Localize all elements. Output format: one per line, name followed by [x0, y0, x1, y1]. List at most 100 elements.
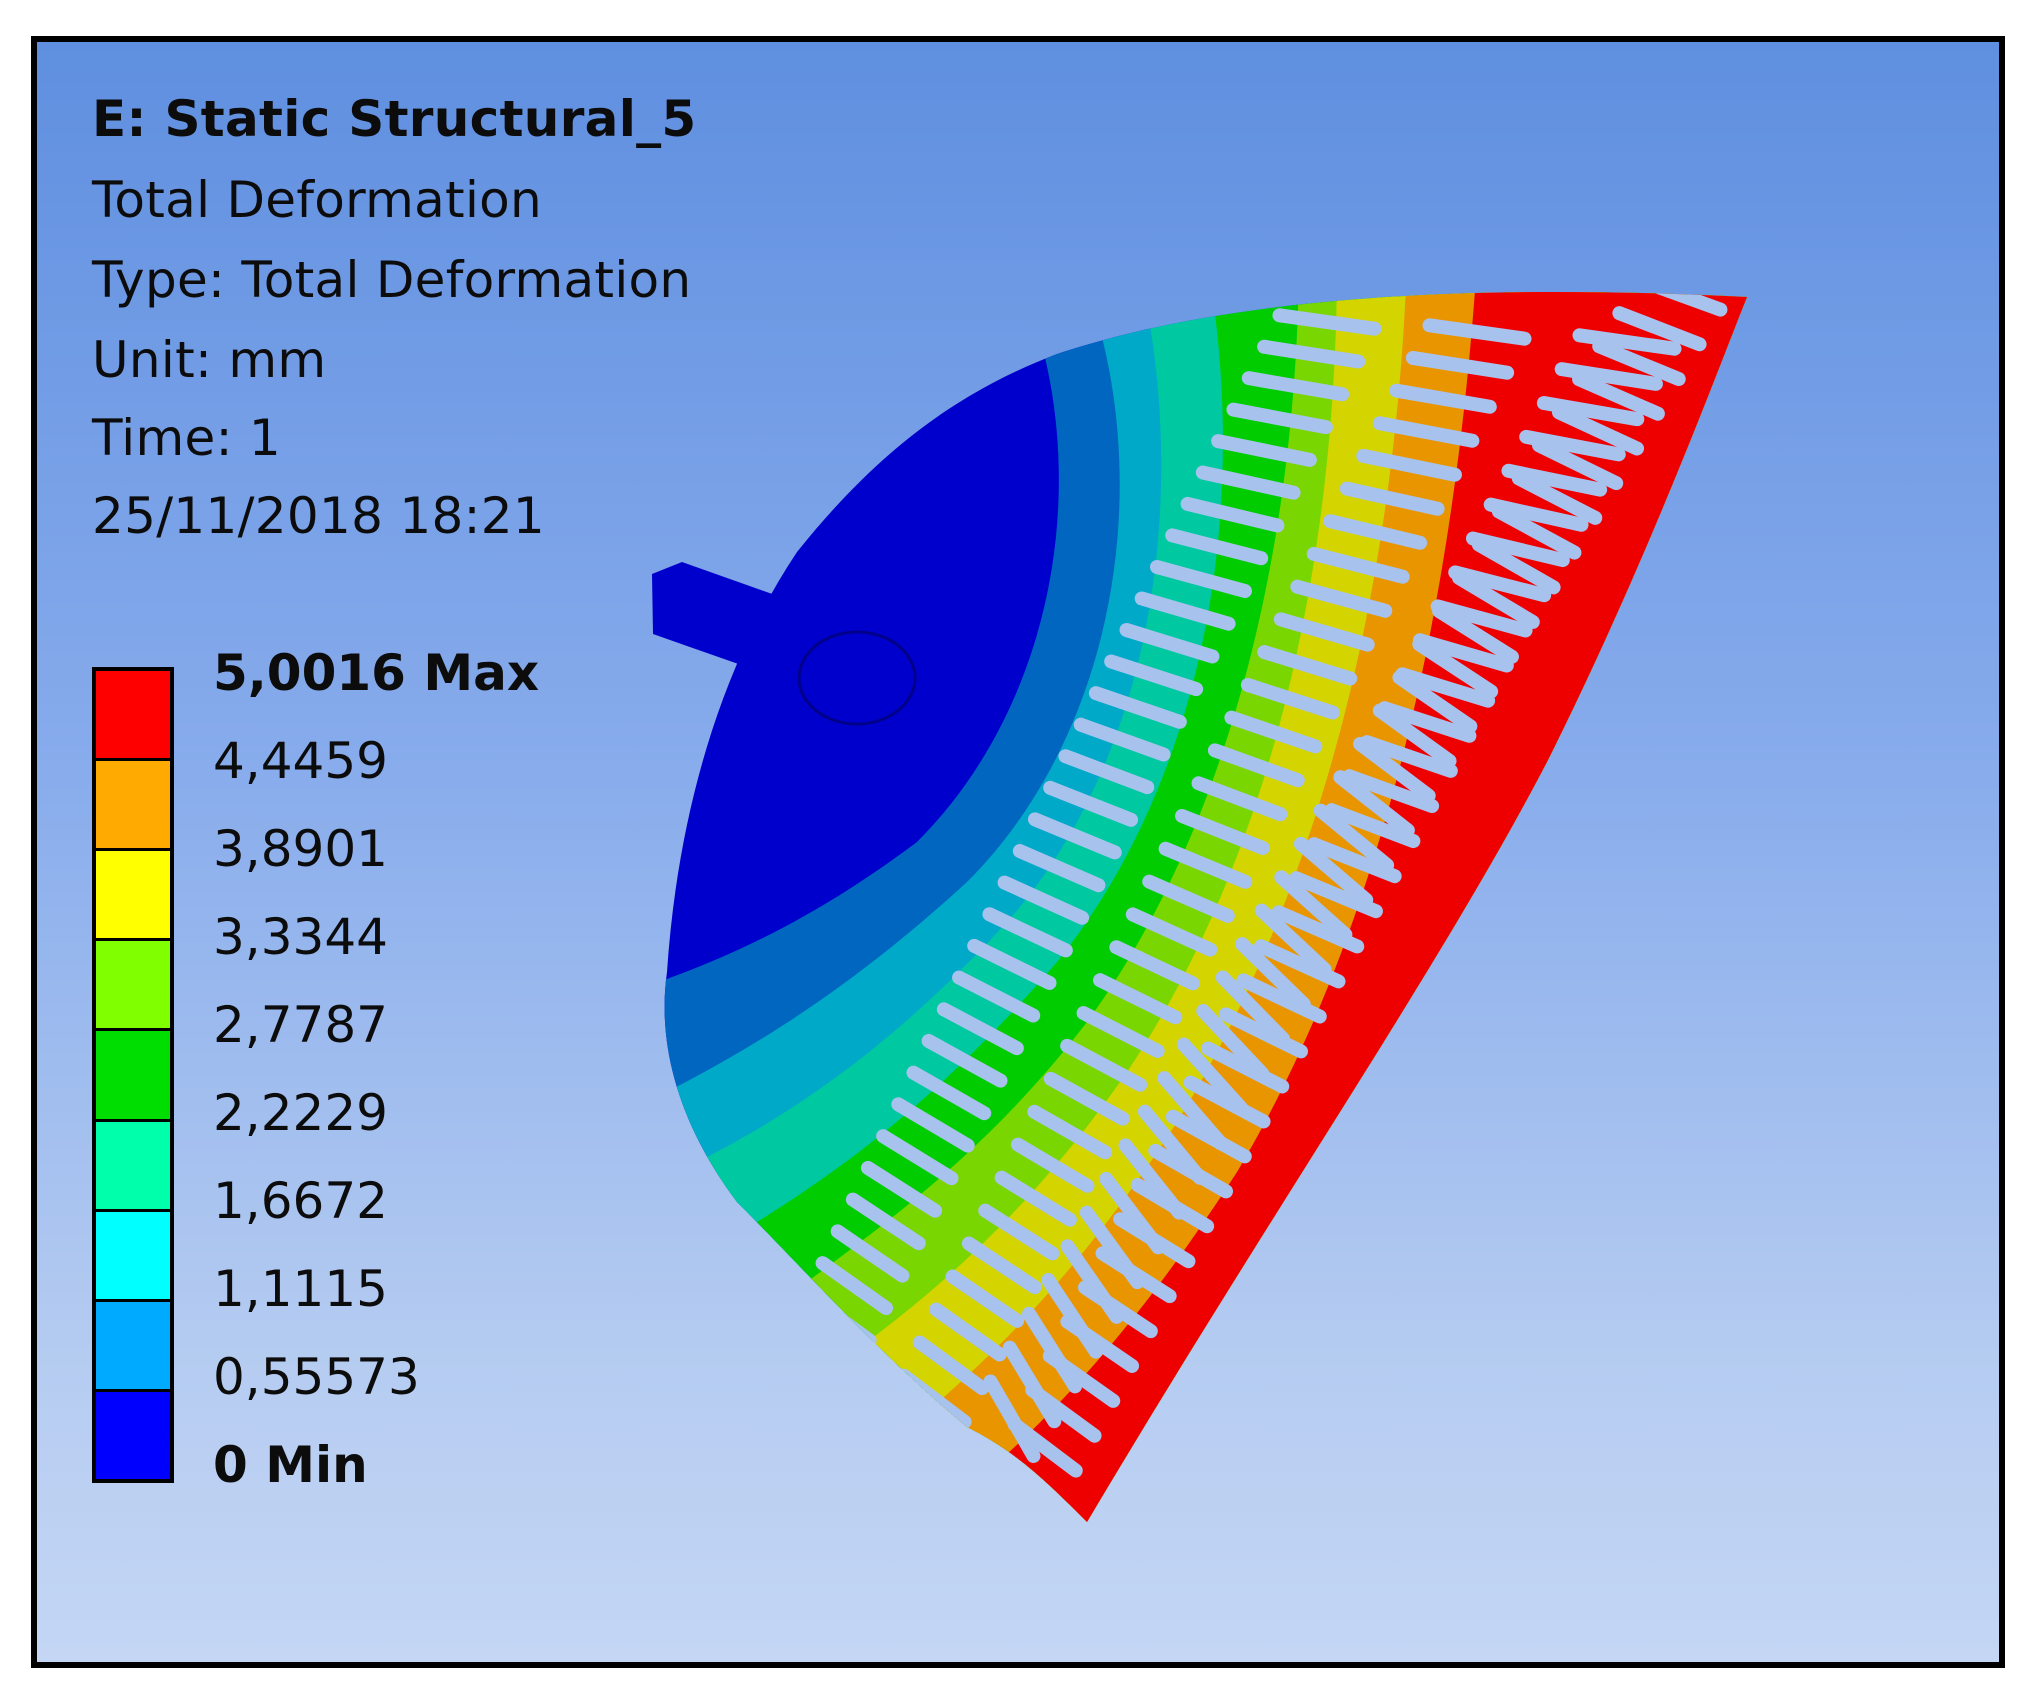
legend-label: 4,4459 — [213, 732, 388, 790]
fan-slot — [1353, 736, 1436, 803]
graphics-viewport[interactable]: E: Static Structural_5 Total Deformation… — [31, 36, 2005, 1668]
fan-slot — [1257, 339, 1366, 369]
fan-slot — [1632, 291, 1728, 317]
fan-slot — [1235, 937, 1311, 1012]
fan-slot — [1465, 531, 1570, 568]
fan-slot — [876, 1129, 959, 1186]
fan-slot — [912, 1335, 990, 1396]
fan-slot — [1226, 402, 1333, 435]
legend-label: 0,55573 — [213, 1348, 420, 1406]
fan-slot — [1195, 465, 1301, 500]
fan-slot — [1012, 844, 1106, 893]
result-type: Type: Total Deformation — [92, 251, 692, 309]
fan-slot — [1060, 1239, 1124, 1324]
fan-slot — [1240, 677, 1340, 720]
legend-swatch-2 — [96, 761, 170, 852]
fan-slot — [1511, 471, 1603, 525]
fan-slot — [1612, 306, 1707, 352]
fan-slot — [1356, 448, 1462, 482]
fan-slot — [880, 1401, 954, 1463]
fan-slots — [770, 291, 1728, 1513]
fan-slot — [1306, 837, 1402, 884]
legend-swatch-6 — [96, 1121, 170, 1212]
fan-slot — [1412, 633, 1514, 673]
fan-slot — [1079, 1205, 1145, 1290]
legend-swatch-4 — [96, 941, 170, 1032]
fan-slot — [891, 1097, 975, 1153]
legend-label: 1,1115 — [213, 1260, 388, 1318]
fan-slot — [1324, 803, 1421, 849]
fan-slot — [1293, 836, 1374, 907]
result-date: 25/11/2018 18:21 — [92, 487, 545, 545]
fan-slot — [1448, 565, 1552, 603]
legend-label: 2,7787 — [213, 996, 388, 1054]
fan-slot — [1592, 339, 1686, 387]
fan-slot — [1088, 686, 1187, 729]
fan-slot — [1531, 438, 1624, 491]
fan-slot — [1483, 497, 1589, 532]
fan-slot — [1109, 940, 1200, 991]
fan-slot — [1339, 481, 1445, 516]
fan-slot — [1207, 743, 1305, 788]
fan-slot — [1027, 812, 1122, 860]
fan-slot — [1073, 717, 1171, 762]
fan-slot — [921, 1033, 1008, 1088]
fan-slot — [815, 1256, 894, 1316]
deformed-fan-model[interactable] — [37, 42, 1999, 1662]
fan-slot — [1257, 645, 1358, 686]
legend-label: 3,8901 — [213, 820, 388, 878]
fan-slot — [1058, 749, 1155, 795]
fan-slot — [1290, 579, 1393, 618]
fan-slot — [1405, 350, 1515, 380]
fan-slot — [1134, 591, 1236, 631]
fan-slot — [1491, 504, 1582, 560]
fan-slot — [1176, 1037, 1249, 1116]
fan-slot — [1002, 1340, 1062, 1429]
fan-slot — [1572, 328, 1682, 356]
legend-label: 1,6672 — [213, 1172, 388, 1230]
fan-slot — [982, 907, 1073, 958]
fan-slot — [1271, 905, 1365, 954]
fan-slot — [961, 1236, 1042, 1295]
legend-max-label: 5,0016 Max — [213, 644, 540, 702]
legend-swatch-9 — [96, 1391, 170, 1479]
fan-slot — [1359, 735, 1458, 778]
fan-slot — [1224, 710, 1323, 754]
fan-slot — [1372, 416, 1480, 448]
fan-slot — [1274, 870, 1353, 942]
fan-slot — [1041, 1273, 1103, 1359]
hub-shaft — [652, 562, 917, 726]
fan-slot — [978, 1203, 1060, 1261]
fan-slot — [830, 1224, 910, 1283]
fan-slot — [1211, 434, 1317, 467]
fan-slot — [997, 875, 1090, 925]
fan-slot — [1215, 970, 1290, 1046]
result-time: Time: 1 — [92, 409, 282, 467]
legend-label: 3,3344 — [213, 908, 388, 966]
fan-slot — [1432, 604, 1519, 664]
fan-slot — [1060, 1038, 1148, 1092]
fan-slot — [1104, 654, 1204, 697]
fan-slot — [952, 970, 1041, 1023]
fan-slot — [936, 1002, 1024, 1056]
legend-swatch-8 — [96, 1301, 170, 1392]
legend-swatch-7 — [96, 1211, 170, 1302]
fan-slot — [994, 1170, 1077, 1227]
fan-slot — [1010, 1137, 1095, 1193]
fan-slot — [1389, 383, 1497, 414]
fan-slot — [906, 1065, 992, 1121]
fan-slot — [1254, 903, 1332, 977]
fan-slot — [1306, 546, 1410, 584]
fan-slot — [1372, 703, 1457, 768]
legend-label: 2,2229 — [213, 1084, 388, 1142]
fan-slot — [1342, 769, 1440, 814]
fan-slot — [860, 1160, 943, 1218]
fan-slot — [1157, 1071, 1228, 1151]
fan-slot — [1422, 318, 1532, 346]
fan-slot — [1119, 622, 1220, 664]
fan-slot — [1043, 1071, 1130, 1126]
legend-swatch-5 — [96, 1031, 170, 1122]
fan-slot — [983, 1374, 1041, 1463]
fan-slot — [1536, 396, 1645, 427]
fan-slot — [1551, 405, 1645, 456]
